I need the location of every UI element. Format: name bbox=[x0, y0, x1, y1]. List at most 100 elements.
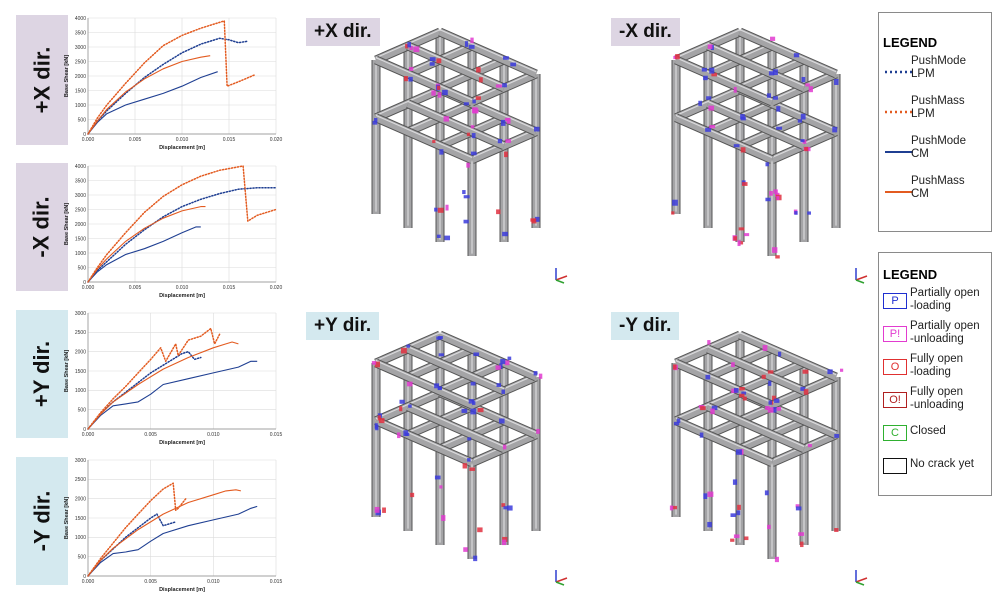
crack-marker bbox=[740, 114, 745, 120]
x-tick-label: 0.005 bbox=[129, 137, 142, 143]
crack-marker bbox=[705, 374, 711, 380]
x-tick-label: 0.015 bbox=[223, 137, 236, 143]
crack-marker bbox=[764, 490, 769, 496]
crack-marker bbox=[770, 36, 776, 41]
legend-label: PushMode bbox=[911, 55, 966, 67]
crack-marker bbox=[772, 69, 778, 75]
crack-marker bbox=[406, 344, 411, 348]
crack-marker bbox=[794, 211, 798, 215]
legend-item: PushMode CM bbox=[879, 133, 991, 169]
crack-marker bbox=[672, 199, 678, 206]
crack-marker bbox=[374, 506, 380, 513]
crack-marker bbox=[776, 196, 780, 201]
legend-label: PushMass bbox=[911, 95, 965, 107]
frame-structure bbox=[371, 330, 543, 562]
crack-marker bbox=[434, 475, 441, 480]
crack-marker bbox=[441, 515, 446, 521]
legend-label: PushMass bbox=[911, 175, 965, 187]
panel-label-minus-y: -Y dir. bbox=[611, 312, 680, 340]
crack-marker bbox=[499, 363, 503, 369]
crack-marker bbox=[673, 364, 677, 370]
crack-marker bbox=[834, 434, 840, 438]
crack-marker bbox=[771, 247, 778, 253]
crack-marker bbox=[699, 432, 704, 438]
legend-label: -unloading bbox=[910, 399, 964, 411]
crack-marker bbox=[410, 492, 415, 498]
y-tick-label: 3500 bbox=[75, 178, 86, 184]
dir-tab-label: -Y dir. bbox=[29, 490, 55, 552]
crack-marker bbox=[671, 211, 675, 215]
y-tick-label: 1500 bbox=[75, 369, 86, 375]
crack-marker bbox=[406, 381, 413, 387]
legend-label: LPM bbox=[911, 108, 935, 120]
crack-marker bbox=[803, 389, 809, 395]
series-line bbox=[87, 187, 277, 283]
series-line bbox=[87, 327, 221, 430]
crack-marker bbox=[776, 406, 782, 411]
crack-marker bbox=[462, 463, 468, 469]
crack-marker bbox=[733, 236, 738, 241]
y-tick-label: 2500 bbox=[75, 59, 86, 65]
crack-marker bbox=[762, 345, 768, 351]
crack-marker bbox=[839, 368, 844, 372]
crack-marker bbox=[707, 340, 711, 345]
crack-marker bbox=[472, 400, 476, 405]
dir-tab-minus-y: -Y dir. bbox=[16, 457, 68, 585]
crack-symbol-icon: P bbox=[883, 293, 907, 309]
legend-item: P Partially open -loading bbox=[879, 287, 991, 319]
crack-marker bbox=[397, 432, 401, 439]
crack-marker bbox=[804, 146, 809, 152]
crack-marker bbox=[495, 84, 502, 88]
crack-marker bbox=[429, 62, 435, 66]
crack-marker bbox=[375, 424, 379, 431]
crack-marker bbox=[507, 505, 513, 511]
crack-marker bbox=[464, 41, 469, 47]
crack-marker bbox=[708, 105, 715, 111]
y-tick-label: 0 bbox=[83, 132, 86, 138]
crack-marker bbox=[807, 211, 811, 215]
legend-label: CM bbox=[911, 188, 929, 200]
legend-label: Closed bbox=[910, 425, 946, 437]
x-tick-label: 0.000 bbox=[82, 137, 95, 143]
crack-marker bbox=[374, 361, 381, 368]
crack-marker bbox=[765, 406, 770, 410]
series-line bbox=[87, 71, 218, 135]
axis-triad-icon bbox=[552, 568, 570, 586]
crack-marker bbox=[439, 485, 443, 489]
crack-marker bbox=[732, 479, 738, 485]
crack-symbol-icon: O! bbox=[883, 392, 907, 408]
legend-label: Fully open bbox=[910, 353, 964, 365]
crack-marker bbox=[463, 219, 469, 224]
crack-symbol-icon: O bbox=[883, 359, 907, 375]
crack-marker bbox=[740, 147, 746, 153]
crack-marker bbox=[761, 374, 766, 379]
axis-triad-icon bbox=[852, 568, 870, 586]
crack-marker bbox=[463, 102, 469, 106]
crack-marker bbox=[768, 71, 775, 76]
crack-marker bbox=[442, 89, 448, 96]
crack-marker bbox=[445, 204, 449, 211]
x-axis-label: Displacement [m] bbox=[159, 587, 205, 593]
crack-marker bbox=[774, 398, 780, 403]
legend-label: -loading bbox=[910, 300, 951, 312]
crack-marker bbox=[432, 139, 436, 144]
crack-marker bbox=[437, 207, 444, 213]
legend-item: P! Partially open -unloading bbox=[879, 320, 991, 352]
axis-triad-icon bbox=[852, 266, 870, 284]
crack-marker bbox=[408, 404, 412, 408]
crack-marker bbox=[711, 405, 718, 411]
y-tick-label: 2500 bbox=[75, 477, 86, 483]
crack-marker bbox=[733, 534, 740, 539]
crack-marker bbox=[797, 119, 803, 123]
crack-marker bbox=[477, 527, 483, 533]
crack-marker bbox=[739, 387, 745, 391]
legend-item: No crack yet bbox=[879, 454, 991, 484]
crack-marker bbox=[793, 53, 800, 58]
crack-marker bbox=[436, 58, 442, 64]
dir-tab-label: +X dir. bbox=[29, 46, 54, 114]
crack-marker bbox=[737, 504, 741, 510]
x-tick-label: 0.010 bbox=[176, 137, 189, 143]
y-tick-label: 4000 bbox=[75, 164, 86, 170]
crack-symbol-icon: P! bbox=[883, 326, 907, 342]
crack-marker bbox=[698, 100, 702, 106]
